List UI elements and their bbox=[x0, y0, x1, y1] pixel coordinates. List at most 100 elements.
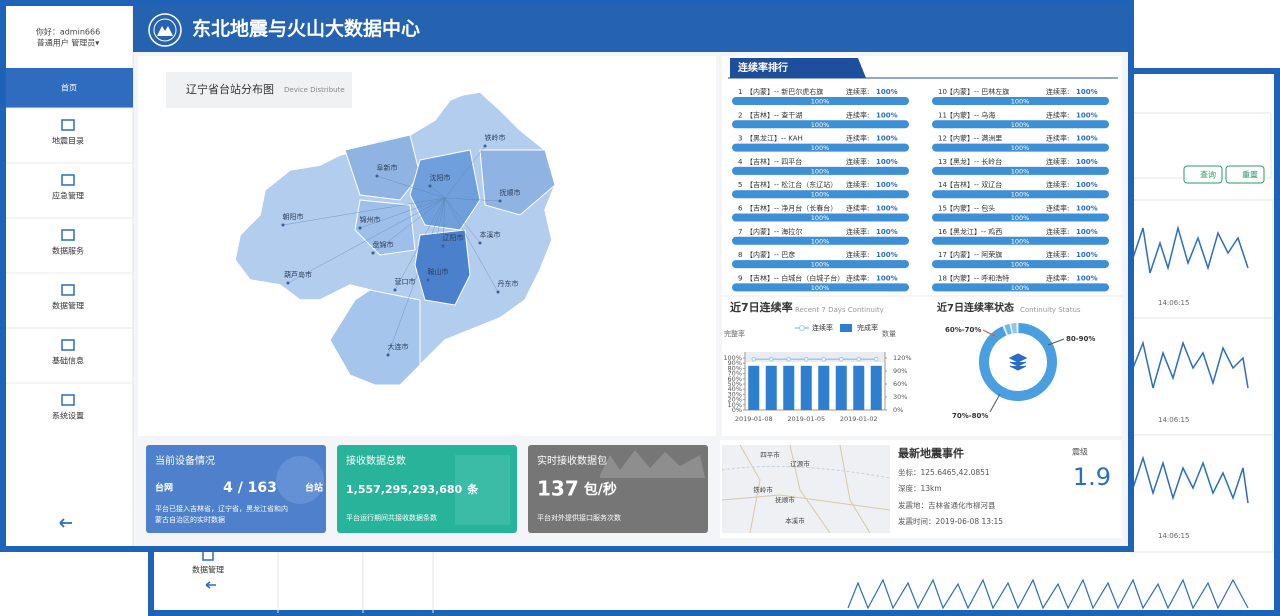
reset-label: 重置 bbox=[1242, 170, 1258, 180]
front-window: 你好：admin666 普通用户 管理员▾ 东北地震与火山大数据中心 辽宁省台站… bbox=[0, 0, 1134, 552]
station-dot bbox=[358, 226, 362, 230]
rank-station: 【黑龙江】-- KAH bbox=[746, 134, 803, 143]
menu-item[interactable]: 首页 bbox=[61, 83, 77, 93]
rate-value: 100% bbox=[1076, 111, 1098, 119]
rate-bar bbox=[932, 143, 1109, 152]
quake-place: 发震地：吉林省通化市柳河县 bbox=[898, 500, 996, 510]
rate-value: 100% bbox=[876, 88, 898, 96]
menu-item[interactable]: 数据服务 bbox=[52, 246, 84, 256]
bar bbox=[818, 365, 830, 410]
rank-number: 10 bbox=[938, 88, 947, 96]
bar bbox=[765, 365, 777, 410]
waveform bbox=[1132, 225, 1249, 274]
rate-caption: 连续率: bbox=[846, 250, 869, 259]
legend-swatch bbox=[840, 324, 852, 332]
line-point bbox=[751, 357, 757, 362]
y2-tick-label: 120% bbox=[893, 354, 912, 362]
reset-button[interactable] bbox=[1225, 165, 1265, 184]
rank-station: 【内蒙】-- 呼和浩特 bbox=[946, 273, 1009, 282]
menu-item[interactable]: 地震目录 bbox=[52, 136, 84, 146]
query-button[interactable] bbox=[1183, 165, 1223, 184]
rate-bar bbox=[732, 236, 909, 245]
x-tick-label: 2019-01-05 bbox=[787, 415, 825, 423]
rank-station: 【吉林】-- 净月台（长春台） bbox=[746, 204, 837, 213]
station-link bbox=[444, 197, 499, 293]
station-links bbox=[281, 144, 502, 357]
rate-value: 100% bbox=[1076, 228, 1098, 236]
rank-number: 1 bbox=[738, 88, 742, 96]
station-dot bbox=[386, 353, 390, 357]
quake-title: 最新地震事件 bbox=[898, 446, 964, 460]
city-label: 盘锦市 bbox=[373, 240, 394, 249]
wave-time: 14:06:15 bbox=[1158, 416, 1189, 424]
rate-bar-label: 100% bbox=[1011, 121, 1030, 129]
rate-value: 100% bbox=[1076, 251, 1098, 259]
rank-station: 【吉林】-- 松江台（东辽站） bbox=[746, 180, 837, 189]
city-label: 大连市 bbox=[388, 342, 409, 351]
rank-number: 9 bbox=[738, 274, 742, 282]
menu-item[interactable]: 数据管理 bbox=[52, 301, 84, 311]
card-title: 当前设备情况 bbox=[155, 454, 215, 467]
rate-caption: 连续率: bbox=[1046, 110, 1069, 119]
menu-item[interactable]: 应急管理 bbox=[52, 191, 84, 201]
rate-bar-label: 100% bbox=[1011, 237, 1030, 245]
map-title: 辽宁省台站分布图 bbox=[186, 82, 274, 96]
map-region bbox=[409, 149, 481, 231]
logo bbox=[153, 18, 177, 42]
menu-icon bbox=[61, 284, 75, 296]
card-decor bbox=[600, 450, 705, 478]
rank-station: 【吉林】-- 双辽台 bbox=[946, 180, 1002, 189]
rank-station: 【吉林】-- 查干湖 bbox=[746, 110, 802, 119]
rate-caption: 连续率: bbox=[846, 180, 869, 189]
line-point bbox=[838, 357, 844, 362]
rate-value: 100% bbox=[1076, 88, 1098, 96]
quake-map-label: 四平市 bbox=[760, 450, 780, 459]
line-point bbox=[856, 357, 862, 362]
rate-bar bbox=[932, 260, 1109, 269]
rate-bar bbox=[932, 166, 1109, 175]
city-label: 阜新市 bbox=[377, 163, 398, 172]
y-tick-label: 20% bbox=[728, 396, 742, 404]
menu-item[interactable]: 系统设置 bbox=[52, 411, 84, 421]
rate-value: 100% bbox=[1076, 158, 1098, 166]
wave-time: 14:06:15 bbox=[1158, 299, 1189, 307]
rate-bar-label: 100% bbox=[811, 261, 830, 269]
bar bbox=[853, 365, 865, 410]
rate-caption: 连续率: bbox=[846, 157, 869, 166]
rate-caption: 连续率: bbox=[1046, 250, 1069, 259]
label-leader bbox=[982, 329, 996, 337]
rate-bar-label: 100% bbox=[811, 191, 830, 199]
bar bbox=[783, 365, 795, 410]
rank-station: 【内蒙】-- 乌海 bbox=[946, 110, 995, 119]
card-globe bbox=[276, 456, 324, 504]
city-label: 抚顺市 bbox=[500, 188, 521, 197]
donut-label: 60%-70% bbox=[945, 326, 981, 334]
donut-icon bbox=[1008, 353, 1028, 371]
rate-bar-label: 100% bbox=[1011, 284, 1030, 292]
y-tick-label: 30% bbox=[728, 390, 742, 398]
menu-item[interactable]: 基础信息 bbox=[52, 356, 84, 366]
rank-station: 【内蒙】-- 海拉尔 bbox=[746, 227, 802, 236]
back-menu-item[interactable]: 数据管理 bbox=[192, 565, 224, 575]
station-dot bbox=[375, 174, 379, 178]
menu-icon bbox=[61, 229, 75, 241]
card-note: 平台已接入吉林省，辽宁省，黑龙江省和内 bbox=[155, 504, 288, 513]
rate-bar-label: 100% bbox=[811, 144, 830, 152]
menu-icon bbox=[61, 174, 75, 186]
quake-map-label: 铁岭市 bbox=[753, 485, 773, 494]
card-left: 台网 bbox=[155, 482, 173, 494]
station-dot bbox=[478, 241, 482, 245]
rate-caption: 连续率: bbox=[846, 110, 869, 119]
rate-caption: 连续率: bbox=[1046, 204, 1069, 213]
rank-number: 16 bbox=[938, 228, 947, 236]
collapse-arrow[interactable] bbox=[59, 518, 72, 528]
map-region bbox=[414, 229, 471, 306]
card-unit: 包/秒 bbox=[584, 481, 617, 498]
card-note: 蒙古自治区的实时数据 bbox=[155, 515, 225, 524]
x-tick-label: 2019-01-02 bbox=[840, 415, 878, 423]
back-collapse-arrow[interactable] bbox=[205, 581, 216, 589]
rate-value: 100% bbox=[876, 205, 898, 213]
user-role[interactable]: 普通用户 管理员▾ bbox=[37, 38, 100, 48]
rate-bar bbox=[732, 283, 909, 292]
